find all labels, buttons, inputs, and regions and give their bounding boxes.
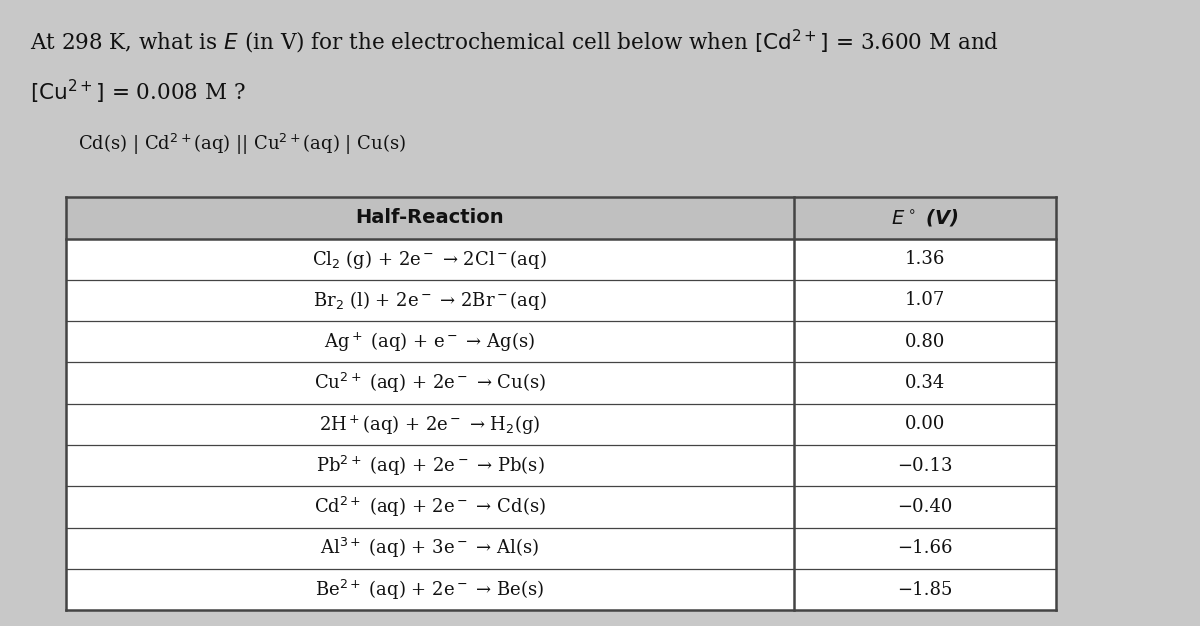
- Text: Ag$^+$ (aq) + e$^-$ → Ag(s): Ag$^+$ (aq) + e$^-$ → Ag(s): [324, 331, 535, 353]
- Bar: [66, 197, 1056, 610]
- Text: $E^\circ$ (V): $E^\circ$ (V): [890, 207, 959, 228]
- Text: 0.00: 0.00: [905, 416, 946, 433]
- Text: 1.36: 1.36: [905, 250, 946, 268]
- Text: Half-Reaction: Half-Reaction: [355, 208, 504, 227]
- Text: −1.66: −1.66: [898, 540, 953, 557]
- Text: Be$^{2+}$ (aq) + 2e$^-$ → Be(s): Be$^{2+}$ (aq) + 2e$^-$ → Be(s): [316, 578, 545, 602]
- Text: Pb$^{2+}$ (aq) + 2e$^-$ → Pb(s): Pb$^{2+}$ (aq) + 2e$^-$ → Pb(s): [316, 454, 544, 478]
- Bar: [66, 197, 1056, 239]
- Text: Al$^{3+}$ (aq) + 3e$^-$ → Al(s): Al$^{3+}$ (aq) + 3e$^-$ → Al(s): [320, 536, 539, 560]
- Text: At 298 K, what is $E$ (in V) for the electrochemical cell below when $[\mathrm{C: At 298 K, what is $E$ (in V) for the ele…: [30, 28, 1000, 56]
- Text: −0.40: −0.40: [898, 498, 953, 516]
- Text: 0.80: 0.80: [905, 333, 946, 351]
- Text: $[\mathrm{Cu}^{2+}]$ = 0.008 M ?: $[\mathrm{Cu}^{2+}]$ = 0.008 M ?: [30, 78, 246, 106]
- Text: 0.34: 0.34: [905, 374, 944, 392]
- Text: 2H$^+$(aq) + 2e$^-$ → H$_2$(g): 2H$^+$(aq) + 2e$^-$ → H$_2$(g): [319, 413, 540, 436]
- Text: Cl$_2$ (g) + 2e$^-$ → 2Cl$^-$(aq): Cl$_2$ (g) + 2e$^-$ → 2Cl$^-$(aq): [312, 248, 547, 270]
- Text: −1.85: −1.85: [898, 581, 953, 598]
- Text: Br$_2$ (l) + 2e$^-$ → 2Br$^-$(aq): Br$_2$ (l) + 2e$^-$ → 2Br$^-$(aq): [313, 289, 547, 312]
- Text: Cd$^{2+}$ (aq) + 2e$^-$ → Cd(s): Cd$^{2+}$ (aq) + 2e$^-$ → Cd(s): [314, 495, 546, 519]
- Text: 1.07: 1.07: [905, 292, 944, 309]
- Text: Cd(s) | Cd$^{2+}$(aq) || Cu$^{2+}$(aq) | Cu(s): Cd(s) | Cd$^{2+}$(aq) || Cu$^{2+}$(aq) |…: [78, 131, 406, 156]
- Text: −0.13: −0.13: [898, 457, 953, 475]
- Text: Cu$^{2+}$ (aq) + 2e$^-$ → Cu(s): Cu$^{2+}$ (aq) + 2e$^-$ → Cu(s): [313, 371, 546, 395]
